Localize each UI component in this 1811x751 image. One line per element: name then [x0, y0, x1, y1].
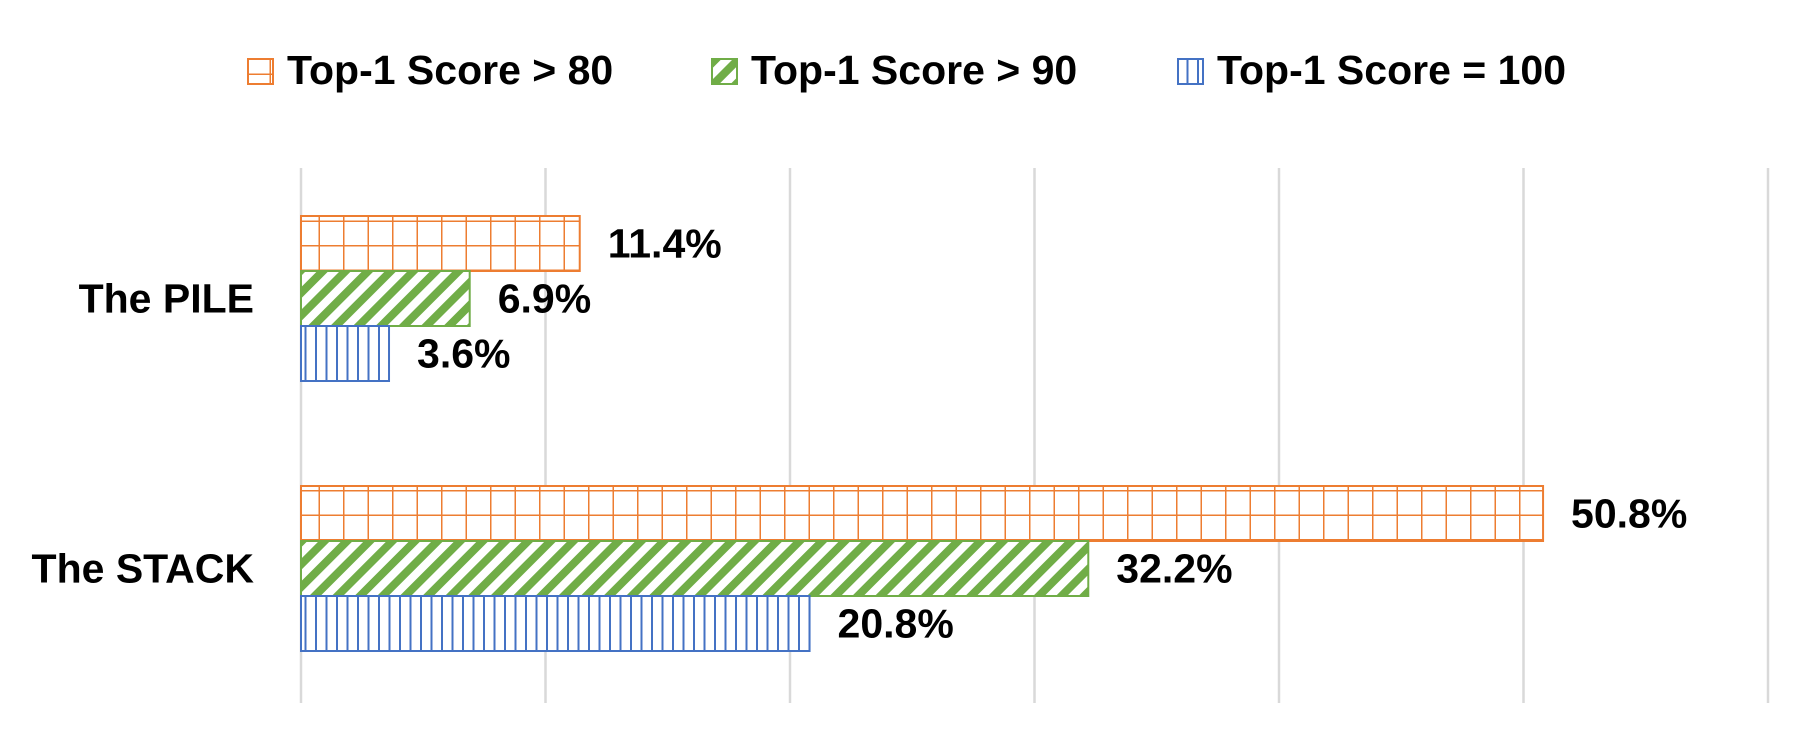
data-label: 6.9%	[498, 276, 591, 322]
data-label: 20.8%	[838, 601, 954, 647]
legend-label: Top-1 Score > 90	[751, 47, 1077, 93]
bar	[300, 215, 581, 272]
legend-item: Top-1 Score > 90	[711, 47, 1077, 93]
legend-item: Top-1 Score > 80	[247, 47, 613, 93]
category-label: The STACK	[32, 546, 255, 592]
category-label: The PILE	[79, 276, 254, 322]
category-labels: The PILE The STACK	[32, 276, 255, 592]
bar	[300, 540, 1090, 597]
data-label: 11.4%	[608, 221, 722, 267]
data-label: 32.2%	[1116, 546, 1232, 592]
bar	[300, 485, 1545, 542]
bar	[300, 325, 391, 382]
data-label: 50.8%	[1571, 491, 1687, 537]
bar	[300, 270, 471, 327]
legend-label: Top-1 Score > 80	[287, 47, 613, 93]
legend-swatch	[247, 58, 274, 85]
data-label: 3.6%	[417, 331, 510, 377]
bars: 11.4% 6.9% 3.6% 50.8% 32.2% 20.8%	[300, 215, 1687, 652]
legend-item: Top-1 Score = 100	[1177, 47, 1566, 93]
bar	[300, 595, 811, 652]
legend: Top-1 Score > 80 Top-1 Score > 90 Top-1 Sc…	[247, 47, 1566, 93]
legend-swatch	[711, 58, 738, 85]
legend-label: Top-1 Score = 100	[1217, 47, 1566, 93]
legend-swatch	[1177, 58, 1204, 85]
